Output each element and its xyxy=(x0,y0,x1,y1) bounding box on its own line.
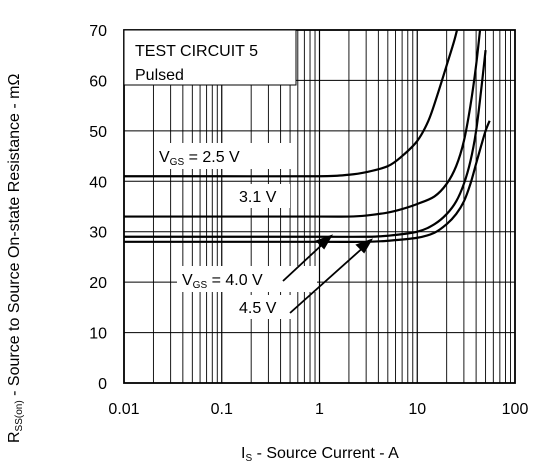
arrow-4-5-line xyxy=(289,244,367,314)
y-tick-label: 70 xyxy=(89,23,107,40)
y-tick-label: 20 xyxy=(89,275,107,292)
x-tick-label: 100 xyxy=(502,401,529,418)
series-line-3 xyxy=(124,50,487,238)
test-circuit-box: TEST CIRCUIT 5 Pulsed xyxy=(123,29,297,86)
y-tick-label: 10 xyxy=(89,326,107,343)
x-tick-label: 1 xyxy=(315,401,324,418)
svg-text:3.1 V: 3.1 V xyxy=(239,189,277,206)
y-tick-label: 50 xyxy=(89,124,107,141)
x-axis-label-sub: S xyxy=(245,453,252,464)
y-tick-label: 60 xyxy=(89,73,107,90)
label-vgs-2-5: VGS = 2.5 V xyxy=(154,143,292,169)
svg-text:VGS = 4.0 V: VGS = 4.0 V xyxy=(182,272,263,291)
label-3-1-text: 3.1 V xyxy=(239,189,277,206)
label-vgs-4-0-sub: GS xyxy=(193,280,208,291)
label-4-5: 4.5 V xyxy=(234,295,292,319)
svg-text:VGS = 2.5 V: VGS = 2.5 V xyxy=(159,149,240,168)
series-line-2 xyxy=(124,30,482,218)
arrow-4-5-head xyxy=(355,238,374,254)
x-tick-label: 0.01 xyxy=(108,401,139,418)
arrow-4-0-line xyxy=(282,240,327,282)
x-tick-label: 10 xyxy=(408,401,426,418)
y-axis-label: RSS(on) - Source to Source On-state Resi… xyxy=(6,74,25,443)
label-vgs-2-5-sub: GS xyxy=(170,157,185,168)
y-tick-label: 40 xyxy=(89,174,107,191)
x-axis-label-main: I xyxy=(241,445,245,462)
y-tick-label: 0 xyxy=(98,376,107,393)
y-axis-label-sub: SS(on) xyxy=(14,400,25,431)
series-line-1 xyxy=(124,30,459,178)
y-tick-label: 30 xyxy=(89,225,107,242)
x-axis-label-rest: - Source Current - A xyxy=(252,445,399,462)
label-4-5-text: 4.5 V xyxy=(239,300,277,317)
box-line-2: Pulsed xyxy=(135,67,184,84)
y-axis-label-rest: - Source to Source On-state Resistance -… xyxy=(6,74,23,401)
label-vgs-4-0-rest: = 4.0 V xyxy=(207,272,263,289)
svg-text:4.5 V: 4.5 V xyxy=(239,300,277,317)
y-axis-label-main: R xyxy=(6,431,23,443)
label-vgs-4-0-main: V xyxy=(182,272,193,289)
arrow-4-0-head xyxy=(315,234,334,250)
label-vgs-4-0: VGS = 4.0 V xyxy=(177,266,317,292)
tick-labels: 0.01 0.1 1 10 100 0 10 20 30 40 50 60 70 xyxy=(89,23,528,418)
box-line-1: TEST CIRCUIT 5 xyxy=(135,43,258,60)
label-vgs-2-5-rest: = 2.5 V xyxy=(184,149,240,166)
label-vgs-2-5-main: V xyxy=(159,149,170,166)
arrows xyxy=(282,234,374,314)
label-3-1: 3.1 V xyxy=(234,184,290,208)
plot-frame xyxy=(123,29,516,384)
curves xyxy=(124,30,491,243)
x-axis-label: IS - Source Current - A xyxy=(241,445,399,464)
x-tick-label: 0.1 xyxy=(211,401,233,418)
